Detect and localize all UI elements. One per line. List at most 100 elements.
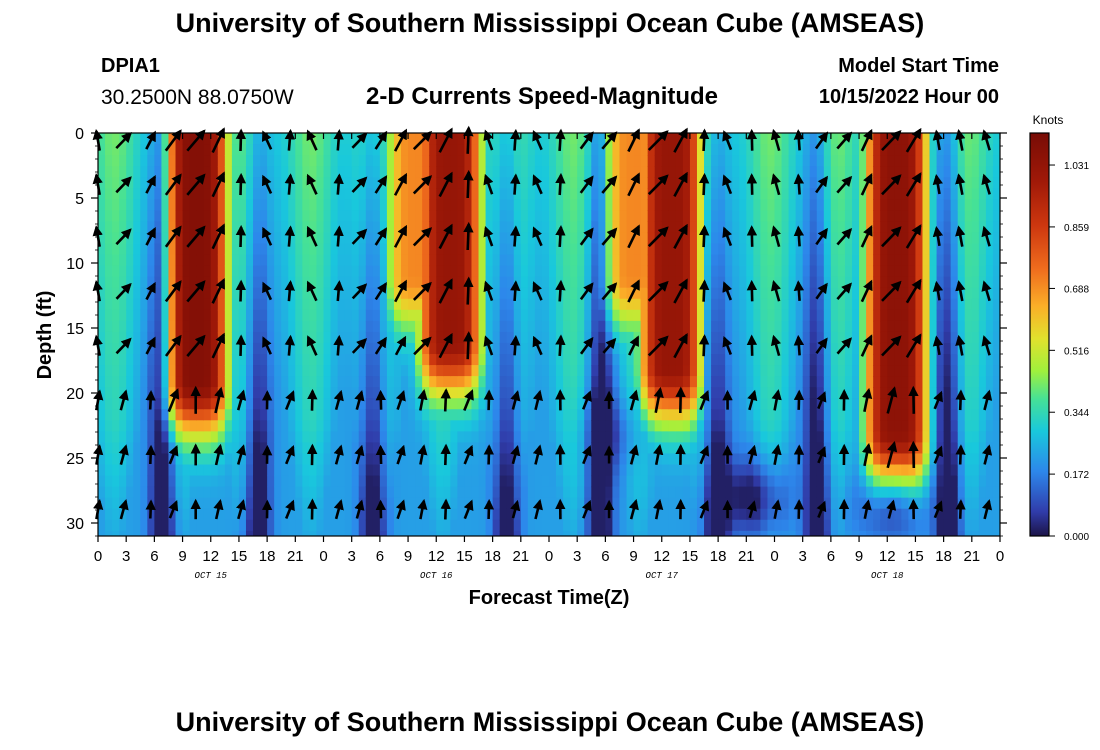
heatmap-cell — [767, 232, 776, 245]
heatmap-cell — [478, 144, 487, 156]
heatmap-cell — [640, 475, 649, 488]
current-vector — [374, 336, 387, 355]
heatmap-cell — [753, 442, 762, 455]
heatmap-cell — [316, 331, 325, 344]
heatmap-cell — [295, 243, 303, 256]
current-vector — [698, 172, 710, 196]
heatmap-cell — [154, 276, 163, 289]
heatmap-cell — [436, 508, 444, 521]
heatmap-cell — [98, 243, 106, 256]
heatmap-cell — [231, 497, 240, 510]
heatmap-cell — [161, 199, 170, 211]
heatmap-cell — [147, 144, 155, 156]
heatmap-cell — [513, 486, 522, 499]
heatmap-cell — [844, 431, 853, 443]
heatmap-cell — [422, 475, 430, 488]
heatmap-cell — [238, 365, 247, 377]
heatmap-cell — [245, 265, 254, 278]
heatmap-cell — [936, 475, 945, 488]
heatmap-cell — [605, 519, 614, 532]
heatmap-cell — [408, 166, 416, 178]
heatmap-cell — [647, 431, 656, 443]
heatmap-cell — [739, 453, 747, 466]
heatmap-cell — [950, 530, 959, 536]
heatmap-cell — [302, 342, 311, 355]
heatmap-cell — [295, 199, 303, 211]
heatmap-cell — [316, 254, 325, 267]
heatmap-cell — [619, 144, 628, 156]
heatmap-cell — [591, 177, 599, 189]
heatmap-cell — [351, 519, 360, 532]
heatmap-cell — [619, 453, 628, 466]
heatmap-cell — [274, 199, 282, 211]
heatmap-cell — [527, 519, 536, 532]
heatmap-cell — [309, 365, 318, 377]
heatmap-cell — [415, 210, 423, 222]
heatmap-cell — [739, 320, 747, 333]
heatmap-cell — [140, 265, 148, 278]
heatmap-cell — [619, 133, 628, 145]
heatmap-cell — [119, 188, 127, 200]
heatmap-cell — [795, 519, 804, 532]
heatmap-cell — [704, 464, 712, 477]
heatmap-cell — [386, 177, 395, 189]
heatmap-cell — [549, 475, 557, 488]
heatmap-cell — [922, 342, 931, 355]
heatmap-cell — [619, 354, 628, 366]
heatmap-cell — [774, 298, 783, 311]
heatmap-cell — [725, 298, 733, 311]
current-vector — [118, 498, 129, 520]
heatmap-cell — [943, 464, 952, 477]
heatmap-cell — [936, 365, 945, 377]
heatmap-cell — [520, 177, 529, 189]
heatmap-cell — [168, 166, 177, 178]
heatmap-cell — [189, 464, 198, 477]
heatmap-cell — [830, 354, 839, 366]
heatmap-cell — [450, 376, 458, 388]
heatmap-cell — [210, 387, 219, 399]
current-vector — [438, 332, 453, 359]
heatmap-cell — [217, 287, 226, 300]
heatmap-cell — [661, 475, 670, 488]
heatmap-cell — [365, 530, 374, 536]
heatmap-cell — [471, 354, 480, 366]
heatmap-cell — [957, 155, 966, 167]
heatmap-cell — [161, 287, 170, 300]
heatmap-cell — [260, 210, 268, 222]
heatmap-cell — [598, 442, 606, 455]
current-vector — [699, 389, 710, 411]
heatmap-cell — [161, 320, 170, 333]
heatmap-cell — [936, 265, 945, 278]
heatmap-cell — [964, 508, 973, 521]
heatmap-cell — [323, 431, 332, 443]
heatmap-cell — [859, 398, 867, 410]
heatmap-cell — [915, 144, 924, 156]
heatmap-cell — [330, 287, 339, 300]
heatmap-cell — [267, 331, 275, 344]
heatmap-cell — [112, 420, 120, 432]
heatmap-cell — [238, 398, 247, 410]
heatmap-cell — [316, 453, 325, 466]
heatmap-cell — [992, 420, 1000, 432]
heatmap-cell — [816, 519, 825, 532]
current-vector — [354, 389, 365, 410]
heatmap-cell — [894, 486, 902, 499]
heatmap-cell — [668, 133, 677, 145]
heatmap-cell — [570, 376, 578, 388]
heatmap-cell — [196, 497, 205, 510]
heatmap-cell — [457, 287, 466, 300]
heatmap-cell — [873, 265, 881, 278]
heatmap-cell — [880, 298, 888, 311]
heatmap-cell — [950, 519, 959, 532]
heatmap-cell — [485, 464, 494, 477]
heatmap-cell — [422, 453, 430, 466]
heatmap-cell — [929, 530, 938, 536]
heatmap-cell — [971, 210, 980, 222]
heatmap-cell — [760, 298, 769, 311]
heatmap-cell — [541, 475, 550, 488]
heatmap-cell — [732, 387, 740, 399]
heatmap-cell — [513, 376, 522, 388]
heatmap-cell — [478, 309, 487, 322]
heatmap-cell — [182, 155, 191, 167]
current-vector — [164, 334, 182, 357]
